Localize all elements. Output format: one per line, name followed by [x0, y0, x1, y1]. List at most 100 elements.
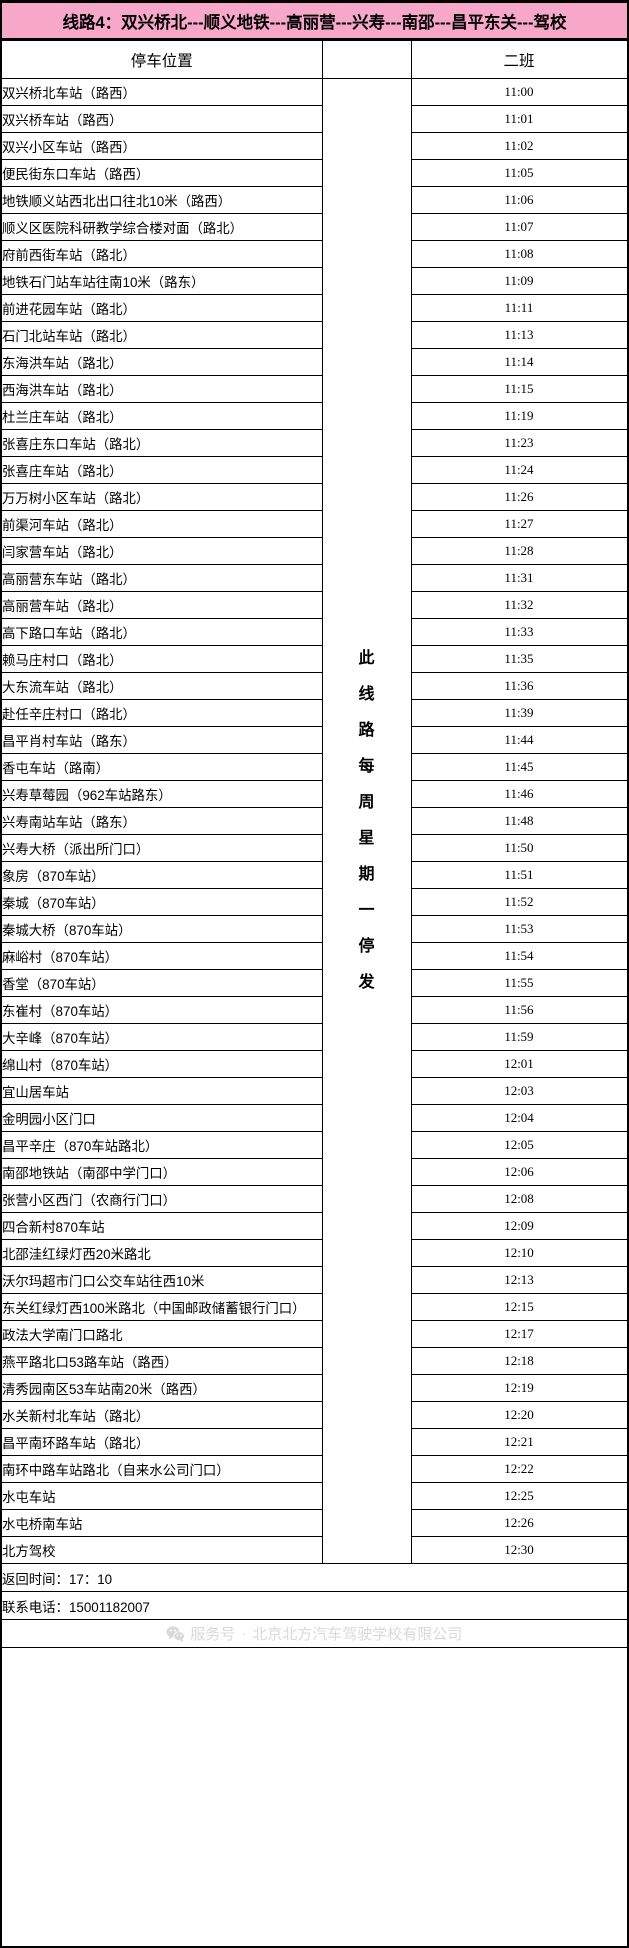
stop-name-cell: 便民街东口车站（路西） [2, 159, 323, 187]
table-row: 地铁石门站车站往南10米（路东） 11:09 [2, 267, 627, 295]
table-row: 高下路口车站（路北） 11:33 [2, 618, 627, 646]
table-row: 政法大学南门口路北 12:17 [2, 1320, 627, 1348]
table-row: 清秀园南区53车站南20米（路西） 12:19 [2, 1374, 627, 1402]
departure-time-cell: 11:59 [411, 1023, 627, 1051]
departure-time-cell: 11:33 [411, 618, 627, 646]
column-header-time: 二班 [411, 40, 627, 79]
table-row: 南环中路车站路北（自来水公司门口） 12:22 [2, 1455, 627, 1483]
stop-name-cell: 昌平南环路车站（路北） [2, 1428, 323, 1456]
stop-name-cell: 香堂（870车站） [2, 969, 323, 997]
stop-name-cell: 燕平路北口53路车站（路西） [2, 1347, 323, 1375]
service-note-char: 一 [358, 902, 375, 919]
departure-time-cell: 11:56 [411, 996, 627, 1024]
stop-name-cell: 水屯桥南车站 [2, 1509, 323, 1537]
stop-name-cell: 大东流车站（路北） [2, 672, 323, 700]
table-row: 燕平路北口53路车站（路西） 12:18 [2, 1347, 627, 1375]
service-note-char: 此 [358, 650, 375, 667]
table-row: 双兴桥车站（路西） 11:01 [2, 105, 627, 133]
table-row: 水屯桥南车站 12:26 [2, 1509, 627, 1537]
table-row: 双兴小区车站（路西） 11:02 [2, 132, 627, 160]
departure-time-cell: 11:54 [411, 942, 627, 970]
brand-footer-row: 服务号 · 北京北方汽车驾驶学校有限公司 [2, 1619, 627, 1648]
stop-name-cell: 高丽营车站（路北） [2, 591, 323, 619]
table-row: 香屯车站（路南） 11:45 [2, 753, 627, 781]
stop-name-cell: 兴寿南站车站（路东） [2, 807, 323, 835]
departure-time-cell: 11:05 [411, 159, 627, 187]
stop-name-cell: 兴寿草莓园（962车站路东） [2, 780, 323, 808]
table-row: 张营小区西门（农商行门口） 12:08 [2, 1185, 627, 1213]
stop-name-cell: 顺义区医院科研教学综合楼对面（路北） [2, 213, 323, 241]
stop-name-cell: 象房（870车站） [2, 861, 323, 889]
departure-time-cell: 12:15 [411, 1293, 627, 1321]
service-note-char: 期 [358, 866, 375, 883]
stop-name-cell: 东崔村（870车站） [2, 996, 323, 1024]
service-note-char: 每 [358, 758, 375, 775]
stop-name-cell: 金明园小区门口 [2, 1104, 323, 1132]
stop-name-cell: 沃尔玛超市门口公交车站往西10米 [2, 1266, 323, 1294]
departure-time-cell: 11:28 [411, 537, 627, 565]
table-row: 宜山居车站 12:03 [2, 1077, 627, 1105]
table-row: 万万树小区车站（路北） 11:26 [2, 483, 627, 511]
return-time-label-row: 返回时间：17：10 [2, 1563, 627, 1592]
table-row: 香堂（870车站） 11:55 [2, 969, 627, 997]
page-title: 线路4：双兴桥北---顺义地铁---高丽营---兴寿---南邵---昌平东关--… [62, 13, 567, 32]
return-time-label: 返回时间：17：10 [2, 1563, 627, 1592]
departure-time-cell: 12:08 [411, 1185, 627, 1213]
brand-watermark: 服务号 · 北京北方汽车驾驶学校有限公司 [2, 1620, 627, 1647]
route-title-banner: 线路4：双兴桥北---顺义地铁---高丽营---兴寿---南邵---昌平东关--… [2, 3, 627, 40]
departure-time-cell: 11:55 [411, 969, 627, 997]
departure-time-cell: 11:08 [411, 240, 627, 268]
table-row: 赖马庄村口（路北） 11:35 [2, 645, 627, 673]
departure-time-cell: 11:36 [411, 672, 627, 700]
table-row: 水关新村北车站（路北） 12:20 [2, 1401, 627, 1429]
stop-name-cell: 万万树小区车站（路北） [2, 483, 323, 511]
table-row: 东关红绿灯西100米路北（中国邮政储蓄银行门口） 12:15 [2, 1293, 627, 1321]
stop-name-cell: 昌平辛庄（870车站路北） [2, 1131, 323, 1159]
departure-time-cell: 11:14 [411, 348, 627, 376]
departure-time-cell: 11:13 [411, 321, 627, 349]
departure-time-cell: 11:45 [411, 753, 627, 781]
table-row: 西海洪车站（路北） 11:15 [2, 375, 627, 403]
table-row: 前渠河车站（路北） 11:27 [2, 510, 627, 538]
stop-name-cell: 昌平肖村车站（路东） [2, 726, 323, 754]
stop-name-cell: 张喜庄东口车站（路北） [2, 429, 323, 457]
timetable: 停车位置 二班 双兴桥北车站（路西）此线路每周星期一停发 11:00 双兴桥车站（路… [2, 40, 627, 1648]
timetable-body: 双兴桥北车站（路西）此线路每周星期一停发 11:00 双兴桥车站（路西） 11:01 双… [2, 78, 627, 1648]
table-row: 张喜庄东口车站（路北） 11:23 [2, 429, 627, 457]
table-row: 昌平南环路车站（路北） 12:21 [2, 1428, 627, 1456]
table-row: 便民街东口车站（路西） 11:05 [2, 159, 627, 187]
departure-time-cell: 12:10 [411, 1239, 627, 1267]
stop-name-cell: 香屯车站（路南） [2, 753, 323, 781]
departure-time-cell: 12:01 [411, 1050, 627, 1078]
service-note-char: 停 [358, 938, 375, 955]
departure-time-cell: 11:02 [411, 132, 627, 160]
stop-name-cell: 水屯车站 [2, 1482, 323, 1510]
departure-time-cell: 11:00 [411, 78, 627, 106]
table-row: 顺义区医院科研教学综合楼对面（路北） 11:07 [2, 213, 627, 241]
table-row: 北方驾校 12:30 [2, 1536, 627, 1564]
stop-name-cell: 清秀园南区53车站南20米（路西） [2, 1374, 323, 1402]
departure-time-cell: 11:11 [411, 294, 627, 322]
stop-name-cell: 南邵地铁站（南邵中学门口） [2, 1158, 323, 1186]
stop-name-cell: 东海洪车站（路北） [2, 348, 323, 376]
departure-time-cell: 11:01 [411, 105, 627, 133]
table-row: 兴寿大桥（派出所门口） 11:50 [2, 834, 627, 862]
table-row: 秦城大桥（870车站） 11:53 [2, 915, 627, 943]
brand-company-label: 北京北方汽车驾驶学校有限公司 [252, 1626, 463, 1643]
departure-time-cell: 12:09 [411, 1212, 627, 1240]
stop-name-cell: 赖马庄村口（路北） [2, 645, 323, 673]
departure-time-cell: 12:18 [411, 1347, 627, 1375]
departure-time-cell: 11:23 [411, 429, 627, 457]
stop-name-cell: 政法大学南门口路北 [2, 1320, 323, 1348]
contact-phone-label-row: 联系电话：15001182007 [2, 1591, 627, 1620]
departure-time-cell: 11:50 [411, 834, 627, 862]
table-row: 地铁顺义站西北出口往北10米（路西） 11:06 [2, 186, 627, 214]
table-row: 四合新村870车站 12:09 [2, 1212, 627, 1240]
stop-name-cell: 高丽营东车站（路北） [2, 564, 323, 592]
table-row: 绵山村（870车站） 12:01 [2, 1050, 627, 1078]
departure-time-cell: 12:20 [411, 1401, 627, 1429]
departure-time-cell: 12:25 [411, 1482, 627, 1510]
departure-time-cell: 12:03 [411, 1077, 627, 1105]
stop-name-cell: 杜兰庄车站（路北） [2, 402, 323, 430]
stop-name-cell: 双兴桥北车站（路西） [2, 78, 323, 106]
